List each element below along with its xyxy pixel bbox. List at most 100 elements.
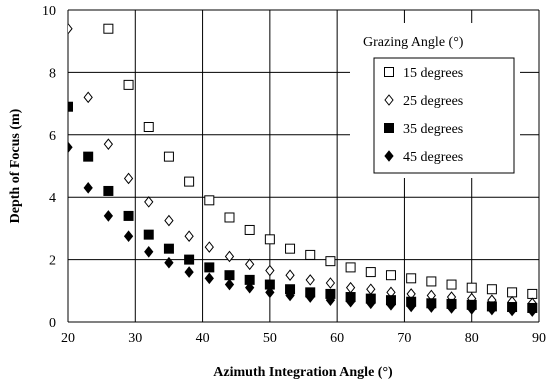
data-point — [285, 243, 296, 254]
x-tick-label: 90 — [532, 331, 546, 346]
data-point — [285, 269, 295, 282]
data-point — [527, 305, 537, 317]
data-point — [366, 297, 376, 310]
data-point — [467, 303, 477, 315]
y-tick-label: 2 — [49, 254, 56, 269]
data-point — [265, 264, 275, 277]
data-point — [426, 301, 436, 313]
data-point — [184, 176, 195, 187]
y-tick-label: 8 — [49, 66, 56, 81]
data-point — [345, 295, 356, 308]
data-point — [103, 138, 114, 150]
data-point — [83, 91, 93, 104]
data-point — [325, 256, 336, 267]
data-point — [68, 22, 73, 35]
data-point — [224, 212, 235, 223]
data-point — [123, 210, 134, 221]
data-point — [507, 287, 518, 298]
data-point — [144, 196, 154, 208]
data-point — [386, 299, 396, 311]
legend-marker — [384, 94, 394, 106]
x-tick-label: 50 — [263, 331, 277, 346]
x-tick-label: 60 — [330, 331, 344, 346]
legend: Grazing Angle (°) 15 degrees 25 degrees 35… — [350, 23, 520, 178]
data-point — [204, 195, 215, 206]
x-tick-label: 20 — [61, 331, 75, 346]
data-point — [224, 250, 235, 263]
data-point — [224, 270, 235, 281]
data-point — [103, 23, 114, 34]
legend-marker — [384, 150, 394, 162]
legend-label: 25 degrees — [403, 94, 463, 109]
data-point — [68, 141, 73, 154]
legend-marker — [384, 67, 394, 77]
data-point — [446, 279, 457, 290]
data-point — [264, 234, 275, 245]
data-point — [265, 286, 275, 299]
data-point — [305, 291, 315, 303]
data-point — [143, 122, 154, 132]
data-point — [426, 276, 437, 287]
data-point — [163, 151, 174, 162]
data-point — [144, 245, 154, 258]
data-point — [164, 256, 174, 269]
data-point — [527, 288, 538, 299]
data-point — [446, 302, 457, 314]
x-tick-label: 80 — [465, 331, 479, 346]
data-point — [486, 284, 497, 295]
data-point — [244, 224, 255, 235]
data-point — [103, 185, 114, 196]
legend-box — [373, 57, 515, 174]
y-tick-label: 6 — [49, 129, 56, 144]
data-point — [406, 300, 416, 313]
data-point — [204, 262, 215, 273]
data-point — [143, 229, 154, 240]
data-point — [507, 304, 517, 317]
legend-label: 35 degrees — [403, 122, 463, 137]
legend-label: 15 degrees — [403, 66, 463, 81]
data-point — [385, 270, 396, 281]
data-point — [305, 274, 315, 286]
y-axis-title: Depth of Focus (m) — [8, 108, 23, 223]
data-point — [184, 254, 195, 265]
legend-marker — [384, 123, 394, 133]
legend-entries: 15 degrees 25 degrees 35 degrees 45 degrees — [384, 66, 463, 165]
data-point — [406, 273, 417, 284]
data-point — [204, 272, 214, 285]
data-point — [305, 249, 316, 260]
data-point — [163, 243, 174, 254]
data-point — [245, 258, 255, 271]
data-point — [245, 281, 255, 294]
y-tick-label: 4 — [49, 191, 56, 206]
x-tick-label: 70 — [397, 331, 411, 346]
data-point — [345, 281, 356, 294]
data-point — [345, 262, 356, 273]
data-point — [285, 289, 295, 302]
data-point — [184, 230, 194, 243]
data-point — [123, 79, 134, 90]
data-point — [224, 278, 235, 291]
data-point — [466, 282, 477, 293]
data-point — [83, 151, 94, 162]
data-point — [123, 230, 134, 243]
tick-labels: 20 30 40 50 60 70 80 90 0 2 4 6 8 10 — [42, 4, 546, 346]
data-point — [366, 283, 376, 296]
data-point — [325, 294, 336, 306]
data-point — [204, 241, 214, 253]
y-tick-label: 10 — [42, 4, 56, 19]
data-points — [68, 22, 538, 317]
x-tick-label: 30 — [128, 331, 142, 346]
data-point — [487, 303, 497, 316]
data-point — [123, 172, 134, 185]
data-point — [365, 267, 376, 278]
data-point — [325, 277, 336, 289]
x-tick-label: 40 — [196, 331, 210, 346]
data-point — [68, 101, 73, 112]
data-point — [184, 266, 194, 278]
data-point — [164, 214, 174, 227]
legend-title: Grazing Angle (°) — [363, 35, 464, 50]
x-axis-title: Azimuth Integration Angle (°) — [213, 365, 393, 380]
legend-label: 45 degrees — [403, 150, 463, 165]
data-point — [83, 182, 93, 194]
